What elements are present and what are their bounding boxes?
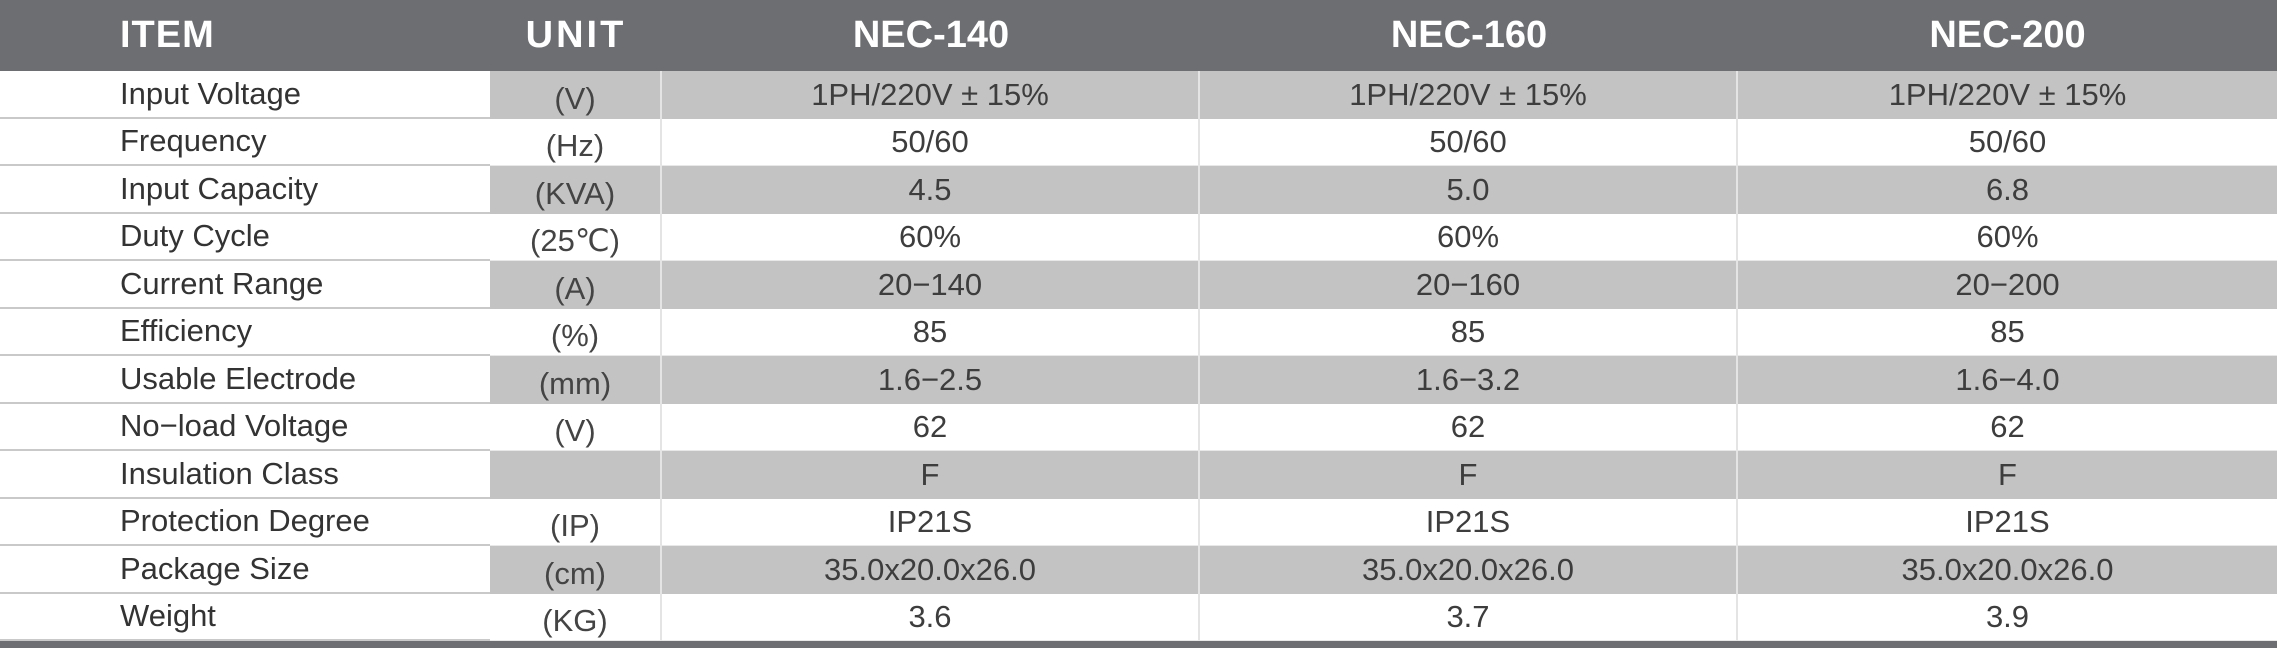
row-value-nec-200: 50/60 xyxy=(1738,118,2277,166)
row-value-nec-200: 20−200 xyxy=(1738,261,2277,309)
table-row: Insulation Class F F F xyxy=(0,451,2277,499)
table-row: Weight (KG) 3.6 3.7 3.9 xyxy=(0,593,2277,641)
row-item-label: Insulation Class xyxy=(0,451,490,499)
header-item: ITEM xyxy=(120,14,215,56)
row-item-label: Input Voltage xyxy=(0,71,490,119)
row-unit: (mm) xyxy=(490,356,662,404)
row-unit: (Hz) xyxy=(490,118,662,166)
row-unit: (KVA) xyxy=(490,166,662,214)
row-value-nec-140: 50/60 xyxy=(662,118,1200,166)
row-value-nec-160: 20−160 xyxy=(1200,261,1738,309)
row-item-label: Current Range xyxy=(0,261,490,309)
header-model-nec-140: NEC-140 xyxy=(852,14,1010,56)
row-item-label: Efficiency xyxy=(0,308,490,356)
row-item-label: No−load Voltage xyxy=(0,403,490,451)
header-model-nec-160: NEC-160 xyxy=(1390,14,1548,56)
row-value-nec-200: 6.8 xyxy=(1738,166,2277,214)
row-value-nec-200: 3.9 xyxy=(1738,593,2277,641)
row-item-label: Frequency xyxy=(0,118,490,166)
row-value-nec-200: 60% xyxy=(1738,213,2277,261)
row-unit: (KG) xyxy=(490,593,662,641)
row-value-nec-140: F xyxy=(662,451,1200,499)
row-unit: (IP) xyxy=(490,498,662,546)
row-value-nec-160: 5.0 xyxy=(1200,166,1738,214)
row-unit: (25℃) xyxy=(490,213,662,261)
bottom-rule xyxy=(0,641,2277,648)
row-value-nec-140: 3.6 xyxy=(662,593,1200,641)
row-unit: (V) xyxy=(490,403,662,451)
row-value-nec-140: 60% xyxy=(662,213,1200,261)
table-row: Input Voltage (V) 1PH/220V ± 15% 1PH/220… xyxy=(0,71,2277,119)
row-value-nec-200: 62 xyxy=(1738,403,2277,451)
row-value-nec-140: 1PH/220V ± 15% xyxy=(662,71,1200,119)
table-row: Efficiency (%) 85 85 85 xyxy=(0,308,2277,356)
row-value-nec-160: 3.7 xyxy=(1200,593,1738,641)
row-value-nec-200: F xyxy=(1738,451,2277,499)
row-item-label: Protection Degree xyxy=(0,498,490,546)
table-body: Input Voltage (V) 1PH/220V ± 15% 1PH/220… xyxy=(0,71,2277,641)
table-row: Usable Electrode (mm) 1.6−2.5 1.6−3.2 1.… xyxy=(0,356,2277,404)
row-unit: (A) xyxy=(490,261,662,309)
header-model-nec-200: NEC-200 xyxy=(1929,14,2086,56)
row-unit: (%) xyxy=(490,308,662,356)
row-unit: (cm) xyxy=(490,546,662,594)
row-value-nec-140: 62 xyxy=(662,403,1200,451)
table-row: Input Capacity (KVA) 4.5 5.0 6.8 xyxy=(0,166,2277,214)
row-unit: (V) xyxy=(490,71,662,119)
row-value-nec-200: 1PH/220V ± 15% xyxy=(1738,71,2277,119)
header-unit: UNIT xyxy=(525,14,627,56)
row-value-nec-200: IP21S xyxy=(1738,498,2277,546)
row-value-nec-160: 1PH/220V ± 15% xyxy=(1200,71,1738,119)
row-value-nec-160: 35.0x20.0x26.0 xyxy=(1200,546,1738,594)
row-value-nec-200: 35.0x20.0x26.0 xyxy=(1738,546,2277,594)
row-value-nec-160: IP21S xyxy=(1200,498,1738,546)
row-value-nec-160: F xyxy=(1200,451,1738,499)
table-header: ITEM UNIT NEC-140 NEC-160 NEC-200 xyxy=(0,0,2277,71)
row-value-nec-140: 35.0x20.0x26.0 xyxy=(662,546,1200,594)
table-row: Protection Degree (IP) IP21S IP21S IP21S xyxy=(0,498,2277,546)
row-item-label: Package Size xyxy=(0,546,490,594)
row-value-nec-140: 4.5 xyxy=(662,166,1200,214)
row-value-nec-140: 85 xyxy=(662,308,1200,356)
table-row: Frequency (Hz) 50/60 50/60 50/60 xyxy=(0,118,2277,166)
row-value-nec-160: 85 xyxy=(1200,308,1738,356)
row-value-nec-200: 1.6−4.0 xyxy=(1738,356,2277,404)
row-value-nec-140: 20−140 xyxy=(662,261,1200,309)
row-value-nec-160: 62 xyxy=(1200,403,1738,451)
row-value-nec-160: 50/60 xyxy=(1200,118,1738,166)
row-item-label: Input Capacity xyxy=(0,166,490,214)
row-value-nec-200: 85 xyxy=(1738,308,2277,356)
table-row: No−load Voltage (V) 62 62 62 xyxy=(0,403,2277,451)
row-value-nec-140: 1.6−2.5 xyxy=(662,356,1200,404)
table-row: Package Size (cm) 35.0x20.0x26.0 35.0x20… xyxy=(0,546,2277,594)
row-item-label: Duty Cycle xyxy=(0,213,490,261)
table-row: Duty Cycle (25℃) 60% 60% 60% xyxy=(0,213,2277,261)
row-value-nec-160: 1.6−3.2 xyxy=(1200,356,1738,404)
row-unit xyxy=(490,451,662,499)
row-value-nec-160: 60% xyxy=(1200,213,1738,261)
table-row: Current Range (A) 20−140 20−160 20−200 xyxy=(0,261,2277,309)
row-item-label: Usable Electrode xyxy=(0,356,490,404)
row-item-label: Weight xyxy=(0,593,490,641)
row-value-nec-140: IP21S xyxy=(662,498,1200,546)
